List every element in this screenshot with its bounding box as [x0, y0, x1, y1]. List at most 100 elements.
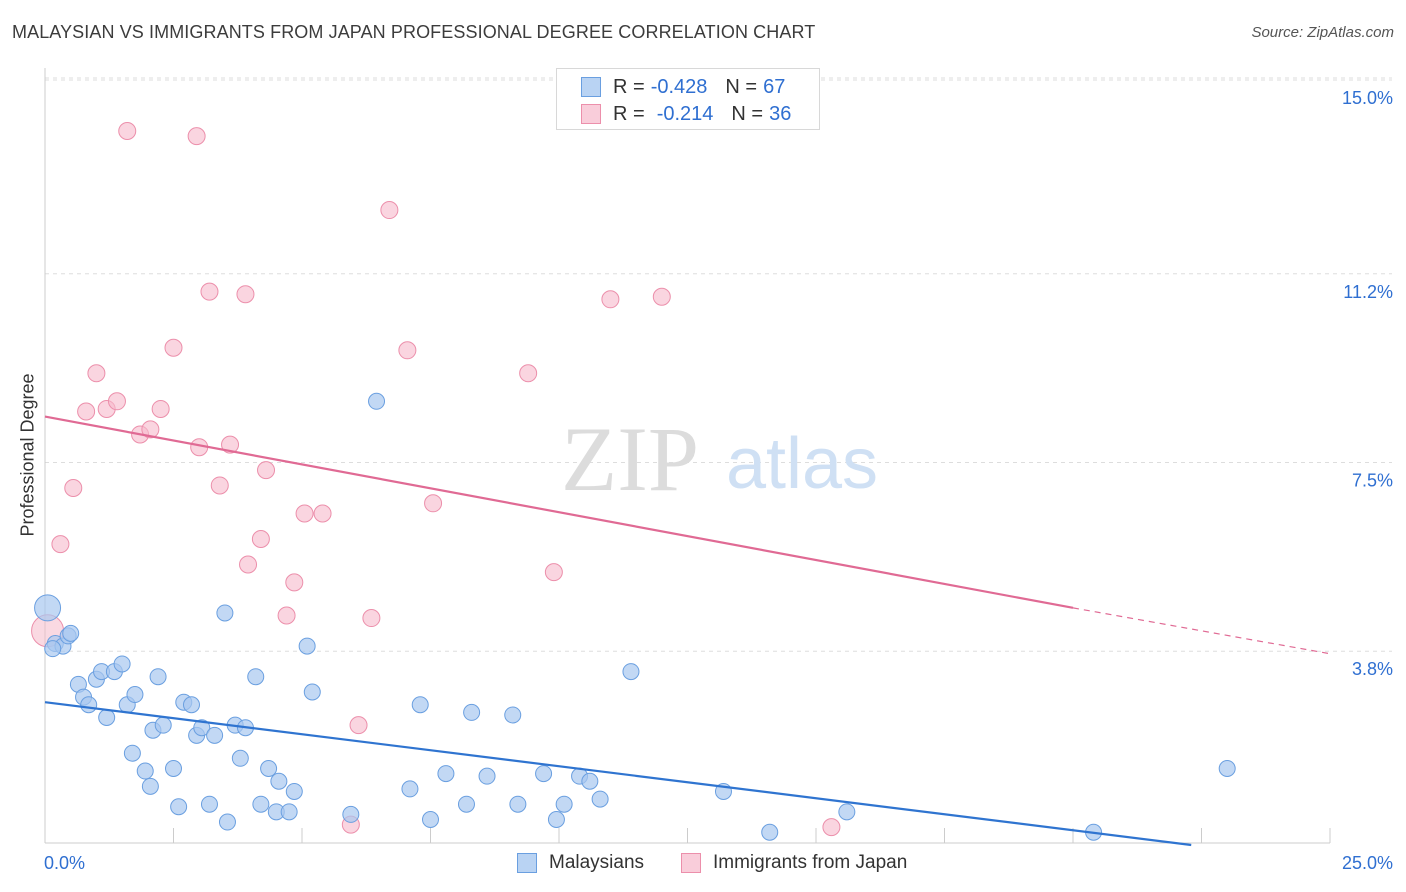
- malaysian-point: [504, 706, 522, 724]
- japan-point: [164, 338, 183, 357]
- malaysian-point: [509, 795, 527, 813]
- japan-point: [77, 402, 96, 421]
- japan-point: [257, 461, 276, 480]
- malaysian-point: [401, 780, 419, 798]
- japan-point: [200, 282, 219, 301]
- malaysian-point: [270, 772, 288, 790]
- japan-point: [187, 127, 206, 146]
- japan-point: [313, 504, 332, 523]
- malaysian-point: [591, 790, 609, 808]
- japan-point: [601, 290, 620, 309]
- legend-label-malaysians: Malaysians: [549, 852, 645, 873]
- x-tick-label: 25.0%: [1342, 853, 1393, 873]
- malaysian-point: [170, 798, 188, 816]
- y-tick-label: 3.8%: [1352, 659, 1393, 679]
- japan-point: [519, 364, 538, 383]
- malaysian-point: [62, 624, 80, 642]
- malaysian-point: [149, 668, 167, 686]
- malaysian-point: [44, 640, 62, 658]
- japan-point: [295, 504, 314, 523]
- malaysian-point: [260, 760, 278, 777]
- japan-point: [236, 285, 255, 304]
- y-tick-label: 11.2%: [1343, 282, 1393, 302]
- malaysian-point: [154, 716, 172, 734]
- malaysian-trend-line: [44, 701, 1192, 847]
- japan-point: [151, 399, 170, 418]
- malaysian-point: [285, 782, 303, 800]
- japan-point: [87, 364, 106, 383]
- malaysian-point: [581, 772, 599, 790]
- japan-trend-line: [44, 415, 1074, 609]
- malaysian-point: [141, 777, 159, 795]
- n-value: 67: [763, 75, 786, 98]
- malaysian-point: [838, 803, 856, 821]
- japan-point: [362, 609, 381, 628]
- tick-labels: 3.8% 7.5% 11.2% 15.0% 0.0% 25.0%: [44, 88, 1393, 873]
- r-value: -0.428: [650, 75, 708, 98]
- legend-row-malaysians: R = -0.428 N = 67: [581, 75, 785, 99]
- japan-point: [118, 122, 137, 140]
- japan-point: [64, 479, 83, 497]
- malaysian-point: [411, 696, 429, 714]
- japan-trend-extension: [1072, 607, 1331, 655]
- malaysian-point: [555, 795, 573, 813]
- blue-swatch: [581, 77, 601, 97]
- correlation-legend: R = -0.428 N = 67 R = -0.214 N = 36: [556, 68, 820, 130]
- japan-point: [380, 201, 399, 220]
- malaysian-point: [478, 767, 496, 785]
- malaysian-point: [342, 805, 360, 823]
- legend-item-malaysians[interactable]: Malaysians: [517, 852, 644, 874]
- japan-point: [210, 476, 229, 495]
- malaysian-point: [136, 762, 154, 780]
- malaysian-point: [34, 594, 62, 622]
- malaysian-point: [113, 655, 131, 673]
- legend-item-japan[interactable]: Immigrants from Japan: [681, 852, 907, 874]
- axes: [44, 68, 1331, 844]
- y-tick-label: 7.5%: [1352, 471, 1393, 491]
- malaysian-point: [126, 686, 144, 704]
- japan-point: [398, 341, 417, 360]
- malaysian-point: [218, 813, 236, 831]
- malaysian-point: [216, 604, 234, 622]
- r-label: R =: [613, 102, 645, 125]
- japan-point: [822, 818, 841, 837]
- malaysian-point: [98, 709, 116, 726]
- malaysian-point: [206, 726, 224, 744]
- japan-point: [141, 420, 160, 439]
- y-tick-label: 15.0%: [1342, 88, 1393, 108]
- malaysian-point: [193, 719, 211, 737]
- malaysian-point: [200, 795, 218, 813]
- legend-row-japan: R = -0.214 N = 36: [581, 102, 791, 126]
- japan-point: [221, 435, 240, 454]
- japan-point: [349, 716, 368, 735]
- malaysian-point: [535, 765, 553, 783]
- malaysian-point: [761, 823, 779, 841]
- watermark: ZIP atlas: [561, 408, 878, 510]
- malaysian-point: [437, 765, 455, 783]
- malaysian-point: [422, 811, 439, 828]
- malaysian-points: [34, 392, 1236, 841]
- malaysian-point: [123, 744, 141, 762]
- malaysian-point: [298, 637, 316, 655]
- series-legend: Malaysians Immigrants from Japan: [0, 852, 1406, 878]
- malaysian-point: [280, 803, 298, 821]
- japan-point: [239, 555, 258, 574]
- japan-point: [251, 530, 270, 548]
- malaysian-point: [247, 668, 265, 686]
- malaysian-point: [547, 811, 565, 828]
- chart-title: MALAYSIAN VS IMMIGRANTS FROM JAPAN PROFE…: [12, 22, 816, 42]
- r-value: -0.214: [656, 102, 714, 125]
- malaysian-point: [622, 663, 640, 681]
- r-label: R =: [613, 75, 645, 98]
- blue-swatch: [517, 853, 537, 873]
- watermark-zip: ZIP: [561, 408, 699, 510]
- japan-point: [424, 494, 443, 513]
- source-credit: Source: ZipAtlas.com: [1251, 24, 1394, 41]
- malaysian-point: [80, 696, 98, 714]
- trend-lines: [44, 415, 1331, 847]
- legend-label-japan: Immigrants from Japan: [713, 852, 908, 873]
- japan-point: [277, 606, 296, 625]
- malaysian-point: [368, 392, 386, 410]
- watermark-atlas: atlas: [726, 424, 878, 504]
